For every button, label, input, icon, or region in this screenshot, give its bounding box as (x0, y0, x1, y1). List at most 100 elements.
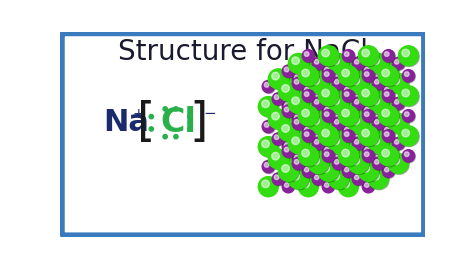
Circle shape (323, 66, 335, 78)
Circle shape (355, 95, 359, 99)
Circle shape (302, 165, 315, 177)
Circle shape (374, 115, 379, 119)
Circle shape (304, 123, 309, 127)
Circle shape (304, 87, 309, 92)
Circle shape (374, 119, 379, 124)
Circle shape (402, 70, 415, 82)
Circle shape (292, 117, 304, 130)
Circle shape (333, 118, 346, 131)
Circle shape (343, 81, 356, 94)
Circle shape (373, 153, 385, 166)
Circle shape (279, 162, 299, 182)
Circle shape (362, 150, 374, 162)
Circle shape (343, 161, 356, 174)
Circle shape (309, 73, 328, 94)
Circle shape (302, 65, 310, 72)
Circle shape (299, 97, 319, 117)
Circle shape (333, 114, 346, 126)
Circle shape (342, 105, 349, 112)
Circle shape (323, 70, 335, 83)
Circle shape (369, 134, 389, 154)
Circle shape (329, 134, 349, 154)
Circle shape (343, 131, 356, 143)
Circle shape (294, 75, 299, 80)
Circle shape (312, 93, 325, 105)
Circle shape (379, 62, 399, 82)
Circle shape (299, 138, 319, 157)
Circle shape (382, 105, 390, 112)
Circle shape (303, 166, 315, 178)
Circle shape (303, 90, 315, 103)
Circle shape (322, 110, 335, 122)
Circle shape (389, 153, 409, 174)
Circle shape (373, 114, 385, 126)
Circle shape (399, 46, 419, 66)
Circle shape (298, 106, 319, 126)
Text: Cl: Cl (161, 106, 196, 139)
Circle shape (362, 65, 374, 77)
Circle shape (319, 117, 339, 138)
Circle shape (363, 66, 375, 78)
Circle shape (362, 145, 374, 157)
Circle shape (332, 172, 339, 180)
Circle shape (352, 77, 359, 85)
Circle shape (292, 113, 304, 125)
Circle shape (359, 47, 379, 66)
Circle shape (358, 81, 378, 101)
Circle shape (279, 117, 299, 138)
Circle shape (353, 134, 365, 146)
Circle shape (319, 77, 338, 97)
Circle shape (339, 97, 359, 117)
Circle shape (353, 174, 365, 186)
Circle shape (278, 81, 298, 101)
Circle shape (352, 138, 365, 150)
Circle shape (279, 77, 299, 97)
Circle shape (322, 89, 329, 97)
Circle shape (333, 78, 346, 90)
Circle shape (302, 80, 315, 93)
Circle shape (359, 117, 379, 138)
Circle shape (319, 122, 339, 142)
Circle shape (393, 98, 405, 110)
Circle shape (269, 150, 289, 170)
Circle shape (313, 134, 325, 146)
Circle shape (343, 86, 356, 98)
Circle shape (309, 154, 329, 174)
Circle shape (288, 134, 309, 153)
Circle shape (272, 72, 279, 80)
Circle shape (392, 97, 405, 110)
Circle shape (262, 80, 274, 93)
Circle shape (349, 154, 369, 174)
Circle shape (299, 147, 319, 167)
Circle shape (292, 57, 300, 64)
Text: Na: Na (103, 108, 149, 137)
Circle shape (319, 77, 339, 97)
Circle shape (342, 160, 355, 173)
Circle shape (332, 73, 345, 85)
Circle shape (163, 135, 167, 139)
Circle shape (372, 117, 384, 130)
Circle shape (302, 50, 315, 62)
Circle shape (359, 87, 379, 107)
Circle shape (289, 90, 309, 110)
Circle shape (355, 99, 359, 104)
Circle shape (379, 66, 399, 87)
Circle shape (313, 138, 325, 151)
Circle shape (309, 70, 329, 90)
Circle shape (322, 125, 329, 132)
Circle shape (324, 112, 329, 117)
Circle shape (303, 81, 315, 94)
Circle shape (323, 141, 335, 153)
Circle shape (382, 149, 390, 157)
Circle shape (302, 120, 315, 133)
Circle shape (294, 155, 299, 160)
Circle shape (392, 117, 400, 124)
Circle shape (278, 117, 298, 137)
Circle shape (352, 152, 359, 160)
Circle shape (342, 145, 349, 152)
Circle shape (263, 121, 275, 134)
Circle shape (323, 181, 335, 194)
Circle shape (342, 140, 349, 148)
Circle shape (302, 149, 310, 157)
Circle shape (399, 127, 419, 147)
